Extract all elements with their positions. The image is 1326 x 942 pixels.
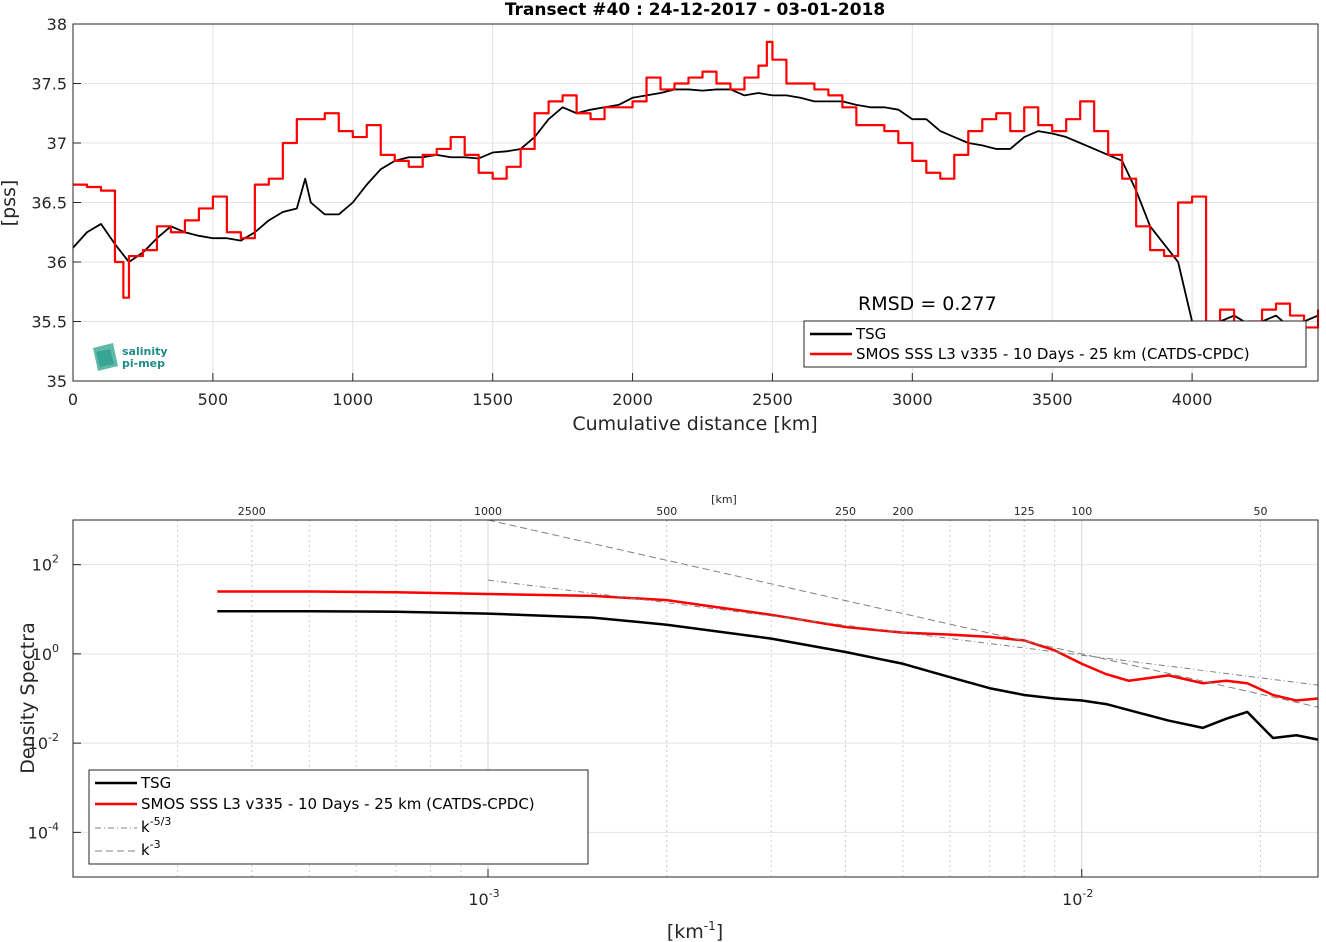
top-y-ticks: 35 35.5 36 36.5 37 37.5 38	[31, 15, 81, 391]
salinity-pi-mep-logo: salinity pi-mep	[93, 343, 168, 371]
top-x-tick-label: 3500	[1032, 390, 1073, 409]
bottom-x-tick-label: 10-2	[1062, 887, 1093, 909]
top-legend-tsg-label: TSG	[855, 325, 886, 343]
top-chart-title: Transect #40 : 24-12-2017 - 03-01-2018	[505, 0, 885, 20]
bottom-y-tick-exponent: -4	[48, 820, 59, 833]
top-legend: TSG SMOS SSS L3 v335 - 10 Days - 25 km (…	[803, 320, 1307, 368]
bottom-x-axis-label-exponent: -1	[704, 919, 716, 933]
top-x-axis-label: Cumulative distance [km]	[572, 413, 817, 435]
bottom-gridlines	[73, 520, 1318, 877]
bottom-y-tick-exponent: -2	[48, 731, 59, 744]
bottom-top-tick-label: 250	[835, 505, 856, 518]
bottom-series-smos-line	[217, 590, 1319, 702]
bottom-top-tick-label: 125	[1014, 505, 1035, 518]
bottom-y-tick-exponent: 2	[52, 553, 59, 566]
bottom-series-group	[217, 519, 1319, 741]
bottom-legend-box	[88, 769, 589, 865]
bottom-legend-k53-exponent: -5/3	[150, 815, 172, 828]
bottom-x-tick-exponent: -3	[489, 887, 500, 900]
bottom-top-axis-label: [km]	[711, 493, 737, 506]
bottom-top-tick-label: 50	[1253, 505, 1267, 518]
bottom-legend-smos-label: SMOS SSS L3 v335 - 10 Days - 25 km (CATD…	[141, 795, 535, 813]
bottom-top-tick-label: 500	[656, 505, 677, 518]
bottom-x-axis-label: [km-1]	[667, 919, 723, 942]
top-x-tick-label: 0	[68, 390, 78, 409]
top-y-tick-label: 37	[47, 134, 67, 153]
bottom-x-tick-label: 10-3	[468, 887, 499, 909]
bottom-top-tick-label: 1000	[474, 505, 502, 518]
top-x-tick-label: 2500	[752, 390, 793, 409]
top-y-tick-label: 36	[47, 253, 67, 272]
top-x-tick-label: 4000	[1172, 390, 1213, 409]
top-x-tick-label: 1500	[472, 390, 513, 409]
top-y-axis-label: [pss]	[0, 180, 20, 227]
top-series-smos-line	[73, 40, 1320, 329]
logo-line2: pi-mep	[122, 357, 165, 370]
bottom-top-tick-label: 2500	[238, 505, 266, 518]
bottom-legend-k3-exponent: -3	[150, 838, 161, 851]
top-x-tick-label: 3000	[892, 390, 933, 409]
top-chart: 0 500 1000 1500 2000 2500 3000 3500 4000 3535.53…	[0, 0, 1320, 435]
bottom-x-axis-label-close: ]	[716, 921, 723, 942]
bottom-legend: TSG SMOS SSS L3 v335 - 10 Days - 25 km (…	[88, 769, 589, 865]
bottom-series-k53-line	[487, 579, 1319, 686]
top-y-tick-label: 35	[47, 372, 67, 391]
top-x-tick-label: 1000	[332, 390, 373, 409]
bottom-legend-tsg-label: TSG	[140, 774, 171, 792]
bottom-y-axis-label: Density Spectra	[17, 622, 39, 773]
bottom-x-axis-label-text: [km-1]	[667, 919, 723, 942]
bottom-y-tick-label: 102	[32, 553, 59, 575]
bottom-x-tick-exponent: -2	[1082, 887, 1093, 900]
top-y-tick-label: 37.5	[31, 75, 67, 94]
top-x-tick-label: 500	[198, 390, 229, 409]
logo-line1: salinity	[122, 345, 168, 358]
top-legend-smos-label: SMOS SSS L3 v335 - 10 Days - 25 km (CATD…	[856, 345, 1250, 363]
top-y-tick-label: 36.5	[31, 194, 67, 213]
top-y-tick-label: 38	[47, 15, 67, 34]
bottom-series-k3-line	[487, 519, 1319, 708]
top-y-tick-label: 35.5	[31, 313, 67, 332]
top-legend-box	[803, 320, 1307, 368]
top-series-group	[72, 40, 1320, 329]
bottom-top-tick-label: 100	[1071, 505, 1092, 518]
bottom-y-tick-exponent: 0	[52, 642, 59, 655]
bottom-y-tick-label: 10-4	[28, 820, 59, 842]
bottom-top-axis-ticks: 250010005002502001251005025	[238, 505, 1268, 518]
bottom-plot-frame	[72, 519, 1319, 878]
rmsd-annotation: RMSD = 0.277	[858, 293, 997, 315]
top-x-tick-label: 2000	[612, 390, 653, 409]
bottom-series-tsg-line	[217, 610, 1319, 741]
top-x-ticks: 0 500 1000 1500 2000 2500 3000 3500 4000	[68, 373, 1213, 409]
bottom-top-tick-label: 200	[893, 505, 914, 518]
